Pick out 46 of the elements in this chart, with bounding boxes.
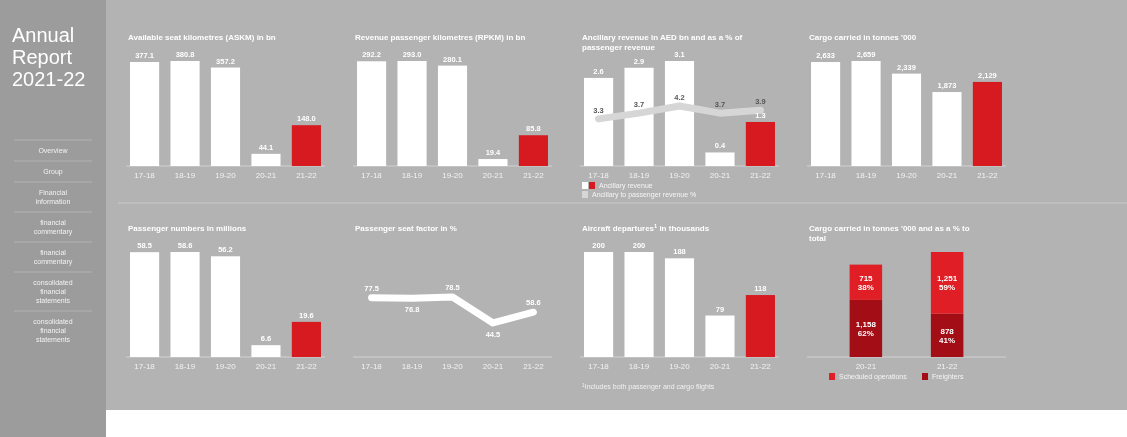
- bar: [397, 61, 427, 166]
- bar: [478, 159, 508, 166]
- bar: [130, 252, 160, 357]
- text: Annual Report 2021-22: [12, 24, 86, 90]
- chart-title: Available seat kilometres (ASKM) in bn: [128, 33, 276, 42]
- bar: [811, 62, 841, 166]
- data-label: 1,251 59%: [937, 274, 958, 293]
- bar: [891, 73, 922, 166]
- bar: [705, 152, 735, 166]
- bar: [705, 315, 735, 357]
- bar: [584, 252, 614, 357]
- bar: [357, 61, 387, 166]
- chart-title: Aircraft departures$^{1}$ in thousands: [582, 223, 710, 233]
- bar: [624, 67, 654, 166]
- bar: [849, 299, 883, 357]
- bar: [210, 256, 241, 357]
- bar: [291, 321, 321, 357]
- bar: [251, 345, 281, 357]
- bar: [972, 81, 1002, 166]
- chart-title: Cargo carried in tonnes '000: [809, 33, 917, 42]
- bar: [291, 125, 321, 166]
- bar: [210, 67, 241, 166]
- data-label: 878 41%: [939, 326, 956, 345]
- bar: [170, 61, 200, 166]
- bar: [584, 77, 614, 166]
- bar: [745, 295, 775, 357]
- chart-title: Cargo carried in tonnes '000 and as a % to total: [809, 224, 970, 243]
- chart-title: Passenger seat factor in %: [355, 224, 457, 233]
- bar: [170, 252, 200, 357]
- bar: [437, 65, 468, 166]
- bar: [624, 252, 654, 357]
- data-label: 1,158 62%: [855, 319, 877, 338]
- bar: [745, 121, 775, 166]
- x-tick-label: 21-22: [936, 362, 958, 371]
- bar: [930, 252, 964, 314]
- chart-title: Passenger numbers in millions: [128, 224, 247, 233]
- bar: [851, 61, 881, 166]
- data-label: 715 38%: [857, 273, 874, 292]
- chart-title: Ancillary revenue in AED bn and as a % of passenger revenue: [582, 33, 743, 52]
- bar: [518, 135, 548, 166]
- bar: [664, 61, 695, 166]
- chart-title: Revenue passenger kilometres (RPKM) in bn: [355, 33, 526, 42]
- bar: [251, 153, 281, 166]
- bar: [664, 258, 695, 357]
- bar: [130, 62, 160, 166]
- bar: [932, 92, 962, 166]
